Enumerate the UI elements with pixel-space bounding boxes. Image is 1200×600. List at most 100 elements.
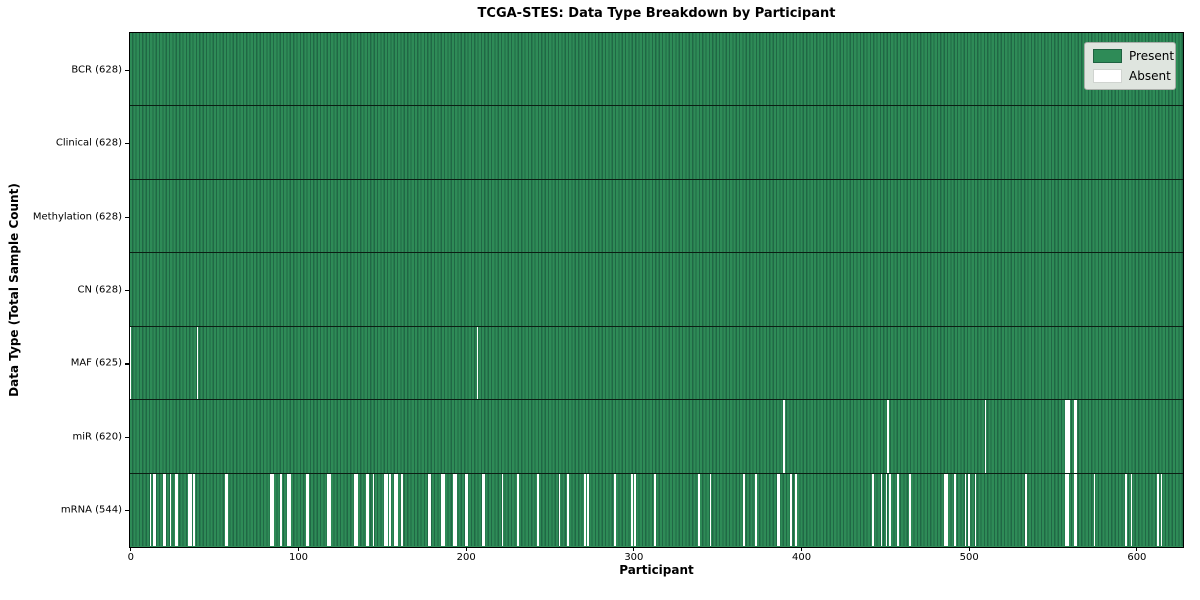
absent-stripe [1065,473,1067,547]
absent-stripe [174,473,177,547]
absent-stripe [481,473,484,547]
absent-stripe [372,473,375,547]
absent-stripe [464,473,467,547]
x-tick-label: 0 [127,552,135,563]
absent-stripe [887,399,890,474]
legend-swatch-absent [1093,69,1122,83]
absent-stripe [443,473,445,547]
absent-stripe [1125,473,1128,547]
absent-stripe [365,473,368,547]
absent-stripe [389,473,392,547]
absent-stripe [1130,473,1133,547]
absent-stripe [630,473,633,547]
absent-stripe [394,473,397,547]
absent-stripe [1093,473,1096,547]
absent-stripe [272,473,274,547]
x-tick-mark [1136,547,1138,551]
absent-stripe [1073,473,1076,547]
x-tick-mark [968,547,970,551]
absent-stripe [1075,399,1077,474]
absent-stripe [1066,399,1069,474]
absent-stripe [454,473,457,547]
absent-stripe [697,473,700,547]
chart-title: TCGA-STES: Data Type Breakdown by Partic… [477,6,836,21]
absent-stripe [188,473,190,547]
absent-stripe [169,473,172,547]
absent-stripe [614,473,616,547]
y-tick-mark [125,363,129,365]
row-miR [129,399,1183,474]
absent-stripe [974,473,977,547]
y-tick-mark [125,143,129,145]
absent-stripe [889,473,891,547]
absent-stripe [1066,473,1069,547]
absent-stripe [164,473,167,547]
absent-stripe [307,473,309,547]
plot-area [128,31,1184,548]
legend-item-present: Present [1093,49,1174,63]
row-separator [129,399,1183,401]
absent-stripe [176,473,179,547]
absent-stripe [1160,473,1163,547]
absent-stripe [776,473,779,547]
absent-stripe [280,473,283,547]
absent-stripe [152,473,155,547]
absent-stripe [384,473,387,547]
absent-stripe [880,473,883,547]
absent-stripe [483,473,485,547]
y-tick-label: CN (628) [77,284,122,296]
absent-stripe [225,473,227,547]
row-Methylation [129,179,1183,253]
absent-stripe [790,473,792,547]
absent-stripe [355,473,358,547]
row-separator [129,178,1183,180]
x-tick-mark [465,547,467,551]
absent-stripe [189,473,192,547]
y-tick-mark [125,290,129,292]
absent-stripe [149,473,152,547]
legend: Present Absent [1084,42,1176,90]
absent-stripe [897,473,900,547]
absent-stripe [587,473,589,547]
y-tick-mark [125,436,129,439]
absent-stripe [354,473,356,547]
row-CN [129,252,1183,327]
absent-stripe [501,473,504,547]
absent-stripe [386,473,388,547]
absent-stripe [754,473,757,547]
absent-stripe [654,473,657,547]
absent-stripe [196,326,199,400]
absent-stripe [305,473,308,547]
absent-stripe [1075,473,1077,547]
absent-stripe [453,473,455,547]
absent-stripe [984,399,987,474]
legend-label-absent: Absent [1129,69,1171,83]
row-BCR [129,32,1183,106]
row-separator [129,105,1183,107]
row-mRNA [129,473,1183,547]
y-tick-label: mRNA (544) [60,504,122,516]
absent-stripe [288,473,291,547]
absent-stripe [954,473,957,547]
absent-stripe [964,473,967,547]
x-tick-label: 300 [624,552,644,563]
row-Clinical [129,105,1183,180]
absent-stripe [743,473,745,547]
absent-stripe [909,473,911,547]
absent-stripe [967,473,970,547]
absent-stripe [441,473,444,547]
absent-stripe [1068,399,1071,474]
absent-stripe [287,473,289,547]
absent-stripe [567,473,569,547]
row-separator [129,252,1183,254]
legend-label-present: Present [1129,49,1175,63]
absent-stripe [129,326,132,400]
absent-stripe [154,473,157,547]
absent-stripe [778,473,781,547]
absent-stripe [1157,473,1160,547]
y-tick-label: Methylation (628) [32,211,122,223]
y-tick-label: MAF (625) [70,357,122,369]
absent-stripe [193,473,195,547]
absent-stripe [516,473,519,547]
